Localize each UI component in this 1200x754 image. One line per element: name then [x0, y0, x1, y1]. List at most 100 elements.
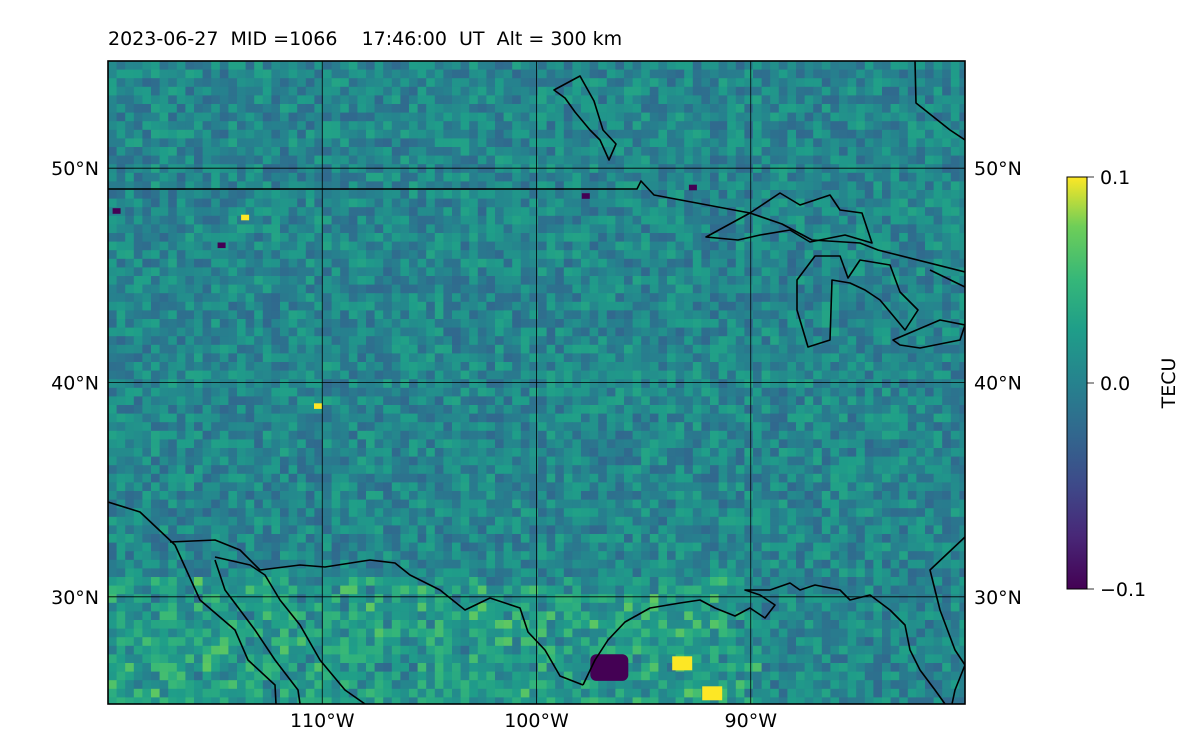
tec-cell — [727, 362, 737, 371]
tec-cell — [942, 284, 952, 294]
tec-cell — [538, 121, 547, 131]
tec-cell — [305, 215, 315, 225]
tec-cell — [185, 405, 195, 414]
tec-cell — [443, 379, 453, 389]
tec-cell — [262, 422, 272, 432]
tec-cell — [658, 465, 668, 475]
tec-cell — [185, 319, 195, 328]
tec-cell — [211, 405, 221, 414]
tec-cell — [366, 413, 375, 423]
tec-cell — [133, 78, 143, 88]
tec-cell — [297, 310, 307, 320]
tec-cell — [495, 215, 504, 225]
tec-cell — [228, 301, 238, 311]
tec-cell — [409, 164, 418, 174]
tec-cell — [890, 362, 900, 371]
tec-cell — [658, 95, 668, 105]
tec-cell — [839, 482, 848, 492]
tec-cell — [684, 293, 694, 303]
tec-cell — [219, 293, 229, 303]
tec-cell — [503, 430, 513, 440]
tec-cell — [658, 327, 668, 337]
tec-cell — [374, 336, 384, 346]
tec-cell — [899, 430, 909, 440]
tec-cell — [899, 172, 909, 182]
tec-cell — [211, 95, 221, 105]
tec-cell — [426, 78, 436, 88]
tec-cell — [563, 465, 573, 475]
tec-cell — [391, 224, 401, 234]
tec-cell — [495, 164, 504, 174]
tec-cell — [856, 147, 866, 156]
tec-cell — [452, 112, 461, 122]
tec-cell — [452, 370, 461, 380]
tec-cell — [116, 112, 126, 122]
tec-cell — [813, 69, 823, 79]
tec-cell — [391, 121, 401, 131]
tec-cell — [598, 207, 608, 217]
tec-cell — [761, 267, 771, 277]
tec-cell — [254, 164, 264, 174]
tec-cell — [933, 344, 943, 354]
tec-cell — [753, 456, 762, 466]
tec-cell — [374, 465, 384, 475]
tec-cell — [391, 69, 401, 79]
tec-cell — [460, 336, 470, 346]
tec-cell — [116, 276, 126, 285]
tec-cell — [916, 344, 926, 354]
tec-cell — [529, 396, 539, 406]
tec-cell — [959, 86, 965, 96]
tec-cell — [925, 233, 934, 242]
tec-cell — [632, 258, 642, 268]
tec-cell — [658, 362, 668, 371]
tec-cell — [262, 370, 272, 380]
tec-cell — [778, 293, 788, 303]
tec-cell — [512, 284, 522, 294]
tec-cell — [452, 284, 461, 294]
tec-cell — [555, 482, 565, 492]
tec-cell — [331, 190, 341, 199]
tec-cell — [417, 284, 427, 294]
tec-cell — [959, 241, 965, 251]
tec-cell — [142, 284, 152, 294]
tec-cell — [202, 224, 212, 234]
tec-cell — [417, 344, 427, 354]
tec-cell — [649, 147, 659, 156]
tec-cell — [280, 104, 289, 113]
tec-cell — [348, 482, 358, 492]
tec-cell — [624, 344, 633, 354]
tec-cell — [727, 405, 737, 414]
tec-cell — [796, 138, 805, 148]
tec-cell — [357, 104, 367, 113]
tec-cell — [753, 138, 762, 148]
tec-cell — [125, 387, 135, 397]
tec-cell — [778, 181, 788, 191]
tec-cell — [426, 129, 436, 139]
tec-cell — [658, 284, 668, 294]
tec-cell — [133, 129, 143, 139]
tec-cell — [572, 95, 582, 105]
tec-cell — [245, 370, 255, 380]
tec-cell — [142, 95, 152, 105]
tec-cell — [495, 112, 504, 122]
tec-cell — [237, 224, 246, 234]
tec-cell — [409, 250, 418, 260]
tec-cell — [520, 344, 530, 354]
tec-cell — [323, 439, 332, 449]
tec-cell — [546, 164, 556, 174]
tec-cell — [925, 405, 934, 414]
tec-cell — [262, 448, 272, 457]
tec-cell — [305, 413, 315, 423]
tec-cell — [486, 413, 496, 423]
tec-cell — [323, 473, 332, 483]
tec-cell — [770, 284, 780, 294]
tec-cell — [830, 362, 840, 371]
tec-cell — [237, 456, 246, 466]
tec-cell — [486, 379, 496, 389]
tec-cell — [744, 224, 754, 234]
tec-cell — [142, 396, 152, 406]
tec-cell — [916, 473, 926, 483]
tec-cell — [520, 198, 530, 208]
tec-cell — [658, 310, 668, 320]
tec-cell — [684, 224, 694, 234]
